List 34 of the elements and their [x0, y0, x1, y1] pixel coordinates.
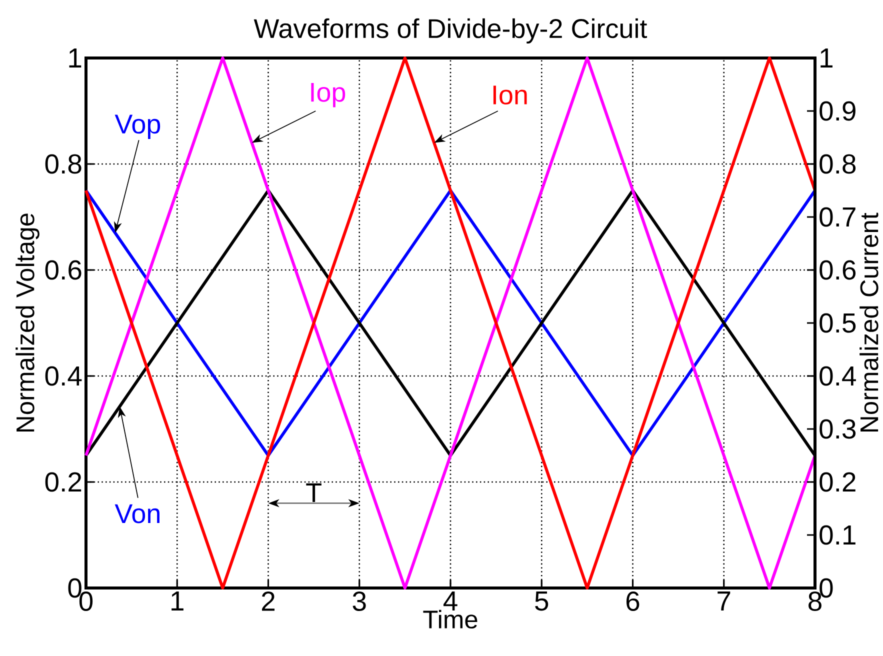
y-tick-label: 1 — [69, 48, 82, 68]
y2-tick-label: 0.2 — [820, 472, 856, 492]
y-tick-label: 0.4 — [45, 366, 82, 386]
annotation: T — [306, 483, 322, 502]
text: Von — [114, 504, 160, 524]
x-axis-title: Time — [423, 610, 478, 629]
y2-axis-title: Normalized Current — [860, 212, 878, 432]
x-tick-label: 6 — [626, 592, 640, 611]
y2-tick-label: 0.8 — [820, 154, 856, 174]
y-axis-title: Normalized Voltage — [16, 214, 40, 432]
text: Iop — [311, 83, 346, 108]
y2-tick-label: 0.3 — [820, 419, 856, 439]
x-tick-label: 1 — [172, 592, 184, 610]
chart-title: Waveforms of Divide-by-2 Circuit — [254, 18, 648, 44]
text: Ion — [493, 86, 527, 105]
y2-tick-label: 0.6 — [820, 260, 856, 280]
y2-tick-label: 0.4 — [820, 366, 856, 386]
x-tick-label: 3 — [352, 592, 366, 611]
x-tick-label: 7 — [718, 592, 730, 610]
x-tick-label: 8 — [808, 592, 822, 611]
y-tick-label: 0.6 — [45, 260, 82, 280]
y2-tick-label: 0.5 — [820, 313, 856, 333]
y-tick-label: 0.8 — [45, 154, 82, 174]
y2-tick-label: 0 — [820, 578, 833, 598]
x-tick-label: 4 — [443, 592, 458, 610]
y-tick-label: 0 — [68, 578, 82, 598]
y2-tick-label: 0.9 — [820, 101, 856, 121]
y2-tick-label: 0.1 — [820, 525, 856, 545]
y-tick-label: 0.2 — [45, 472, 82, 492]
text: Vop — [114, 114, 160, 139]
x-tick-label: 5 — [535, 592, 548, 611]
x-tick-label: 2 — [262, 592, 275, 611]
y2-tick-label: 0.7 — [820, 207, 856, 227]
y2-tick-label: 1 — [820, 48, 832, 68]
